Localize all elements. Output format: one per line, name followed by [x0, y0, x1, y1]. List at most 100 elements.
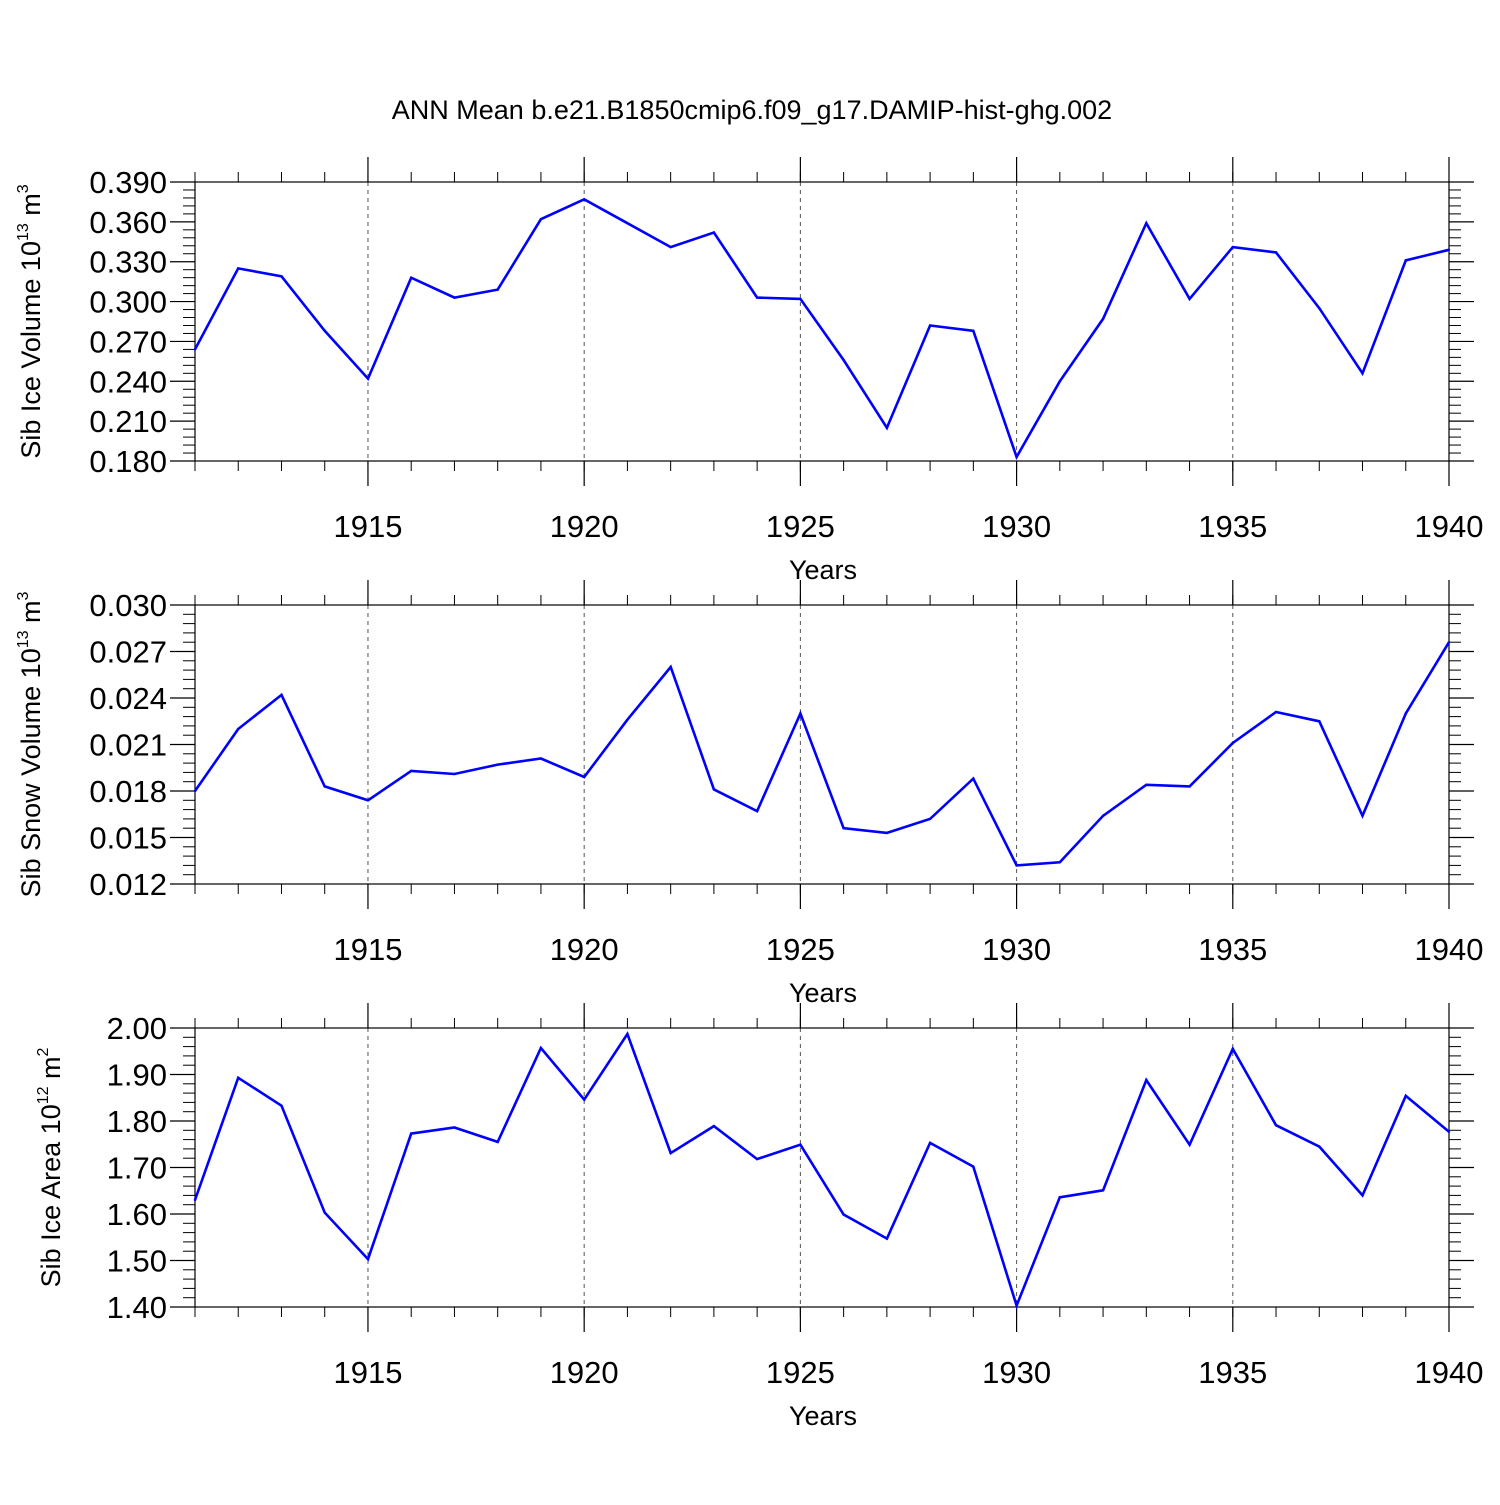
- plot-frame: [194, 1027, 1450, 1308]
- data-point: [1231, 245, 1234, 249]
- y-axis-label: Sib Ice Area 1012 m2: [35, 1047, 66, 1287]
- data-point: [410, 276, 413, 279]
- data-point: [366, 1257, 370, 1261]
- data-point: [1361, 1194, 1364, 1197]
- y-tick-label: 0.330: [89, 245, 167, 280]
- x-axis-label: Years: [789, 1401, 857, 1431]
- data-point: [366, 799, 370, 802]
- y-tick-label: 0.300: [89, 285, 167, 320]
- x-tick-label: 1935: [1198, 509, 1267, 544]
- data-point: [453, 1126, 456, 1129]
- data-point: [1015, 864, 1018, 867]
- y-axis-label-unit: m: [36, 1056, 66, 1086]
- data-point: [755, 296, 759, 299]
- data-point: [582, 198, 586, 201]
- data-point: [1447, 1130, 1451, 1133]
- x-tick-label: 1930: [982, 509, 1051, 544]
- data-point: [712, 231, 716, 234]
- data-point: [323, 785, 326, 788]
- data-point: [1188, 297, 1191, 301]
- data-point: [410, 1132, 413, 1135]
- y-tick-label: 1.80: [107, 1104, 167, 1139]
- panel-2: 1915 1920 1925 1930 1935 1940 0.030 0.027 0.024 0…: [15, 580, 1483, 1008]
- data-point: [842, 1213, 845, 1216]
- data-point: [1058, 1196, 1062, 1199]
- x-tick-label: 1915: [333, 509, 402, 544]
- x-tick-label: 1930: [982, 932, 1051, 967]
- y-tick-label: 0.024: [89, 681, 167, 716]
- data-point: [323, 1211, 326, 1214]
- x-tick-label: 1920: [550, 509, 619, 544]
- data-point: [1274, 1123, 1278, 1127]
- x-tick-label: 1920: [550, 932, 619, 967]
- data-point: [755, 809, 759, 813]
- data-point: [1058, 380, 1062, 383]
- x-tick-label: 1940: [1415, 1355, 1484, 1390]
- data-point: [1447, 248, 1451, 251]
- y-axis-label-main: Sib Ice Volume 10: [16, 241, 46, 459]
- data-point: [626, 1032, 629, 1036]
- data-point: [366, 377, 370, 380]
- data-point: [885, 1237, 889, 1240]
- data-point: [539, 1046, 543, 1050]
- data-point: [1188, 785, 1191, 788]
- data-point: [539, 757, 543, 760]
- data-point: [280, 275, 283, 278]
- data-point: [626, 718, 629, 721]
- y-tick-label: 1.50: [107, 1244, 167, 1279]
- y-tick-label: 0.012: [89, 867, 167, 902]
- y-axis-label-unit: m: [16, 600, 46, 630]
- data-point: [885, 426, 889, 429]
- x-tick-label: 1930: [982, 1355, 1051, 1390]
- y-axis-label-exponent: 13: [15, 223, 32, 241]
- panel-3: 1915 1920 1925 1930 1935 1940 2.00 1.90 1.80 1.70…: [35, 1003, 1483, 1431]
- plot-frame: [194, 181, 1450, 462]
- x-tick-label: 1915: [333, 932, 402, 967]
- data-point: [1404, 712, 1407, 715]
- plot-frame: [194, 604, 1450, 885]
- y-axis-label-main: Sib Ice Area 10: [36, 1104, 66, 1287]
- data-point: [1274, 251, 1278, 254]
- data-point: [582, 775, 586, 779]
- y-tick-label: 2.00: [107, 1011, 167, 1046]
- x-tick-label: 1915: [333, 1355, 402, 1390]
- data-point: [626, 221, 629, 225]
- y-tick-label: 0.390: [89, 165, 167, 200]
- data-point: [1145, 221, 1148, 225]
- data-point: [799, 1143, 802, 1146]
- data-point: [1145, 783, 1148, 786]
- y-tick-label: 1.90: [107, 1058, 167, 1093]
- y-axis-label: Sib Ice Volume 1013 m3: [15, 184, 46, 458]
- data-point: [1101, 814, 1105, 817]
- y-tick-label: 0.027: [89, 635, 167, 670]
- x-tick-label: 1935: [1198, 1355, 1267, 1390]
- x-tick-label: 1940: [1415, 509, 1484, 544]
- data-point: [237, 727, 240, 731]
- data-point: [972, 1165, 975, 1168]
- data-point: [669, 665, 672, 669]
- series-line: [193, 197, 1450, 461]
- data-point: [928, 817, 932, 821]
- y-axis-label-unit: m: [16, 193, 46, 223]
- data-point: [453, 772, 456, 776]
- data-point: [1231, 741, 1234, 745]
- data-point: [842, 827, 845, 830]
- y-tick-label: 1.40: [107, 1290, 167, 1325]
- data-point: [1058, 861, 1062, 864]
- x-tick-label: 1935: [1198, 932, 1267, 967]
- figure-title: ANN Mean b.e21.B1850cmip6.f09_g17.DAMIP-…: [392, 95, 1112, 125]
- data-point: [799, 297, 802, 301]
- y-tick-label: 0.210: [89, 404, 167, 439]
- y-axis-label-unit-exponent: 3: [15, 591, 32, 600]
- data-point: [1361, 372, 1364, 375]
- data-point: [755, 1157, 759, 1161]
- y-tick-label: 1.60: [107, 1197, 167, 1232]
- data-point: [582, 1098, 586, 1101]
- data-point: [1404, 1094, 1407, 1098]
- data-point: [1231, 1047, 1234, 1051]
- data-point: [1404, 259, 1407, 262]
- data-point: [193, 348, 197, 351]
- y-axis-label-main: Sib Snow Volume 10: [16, 648, 46, 897]
- series-line: [193, 641, 1451, 867]
- data-point: [1101, 1189, 1105, 1192]
